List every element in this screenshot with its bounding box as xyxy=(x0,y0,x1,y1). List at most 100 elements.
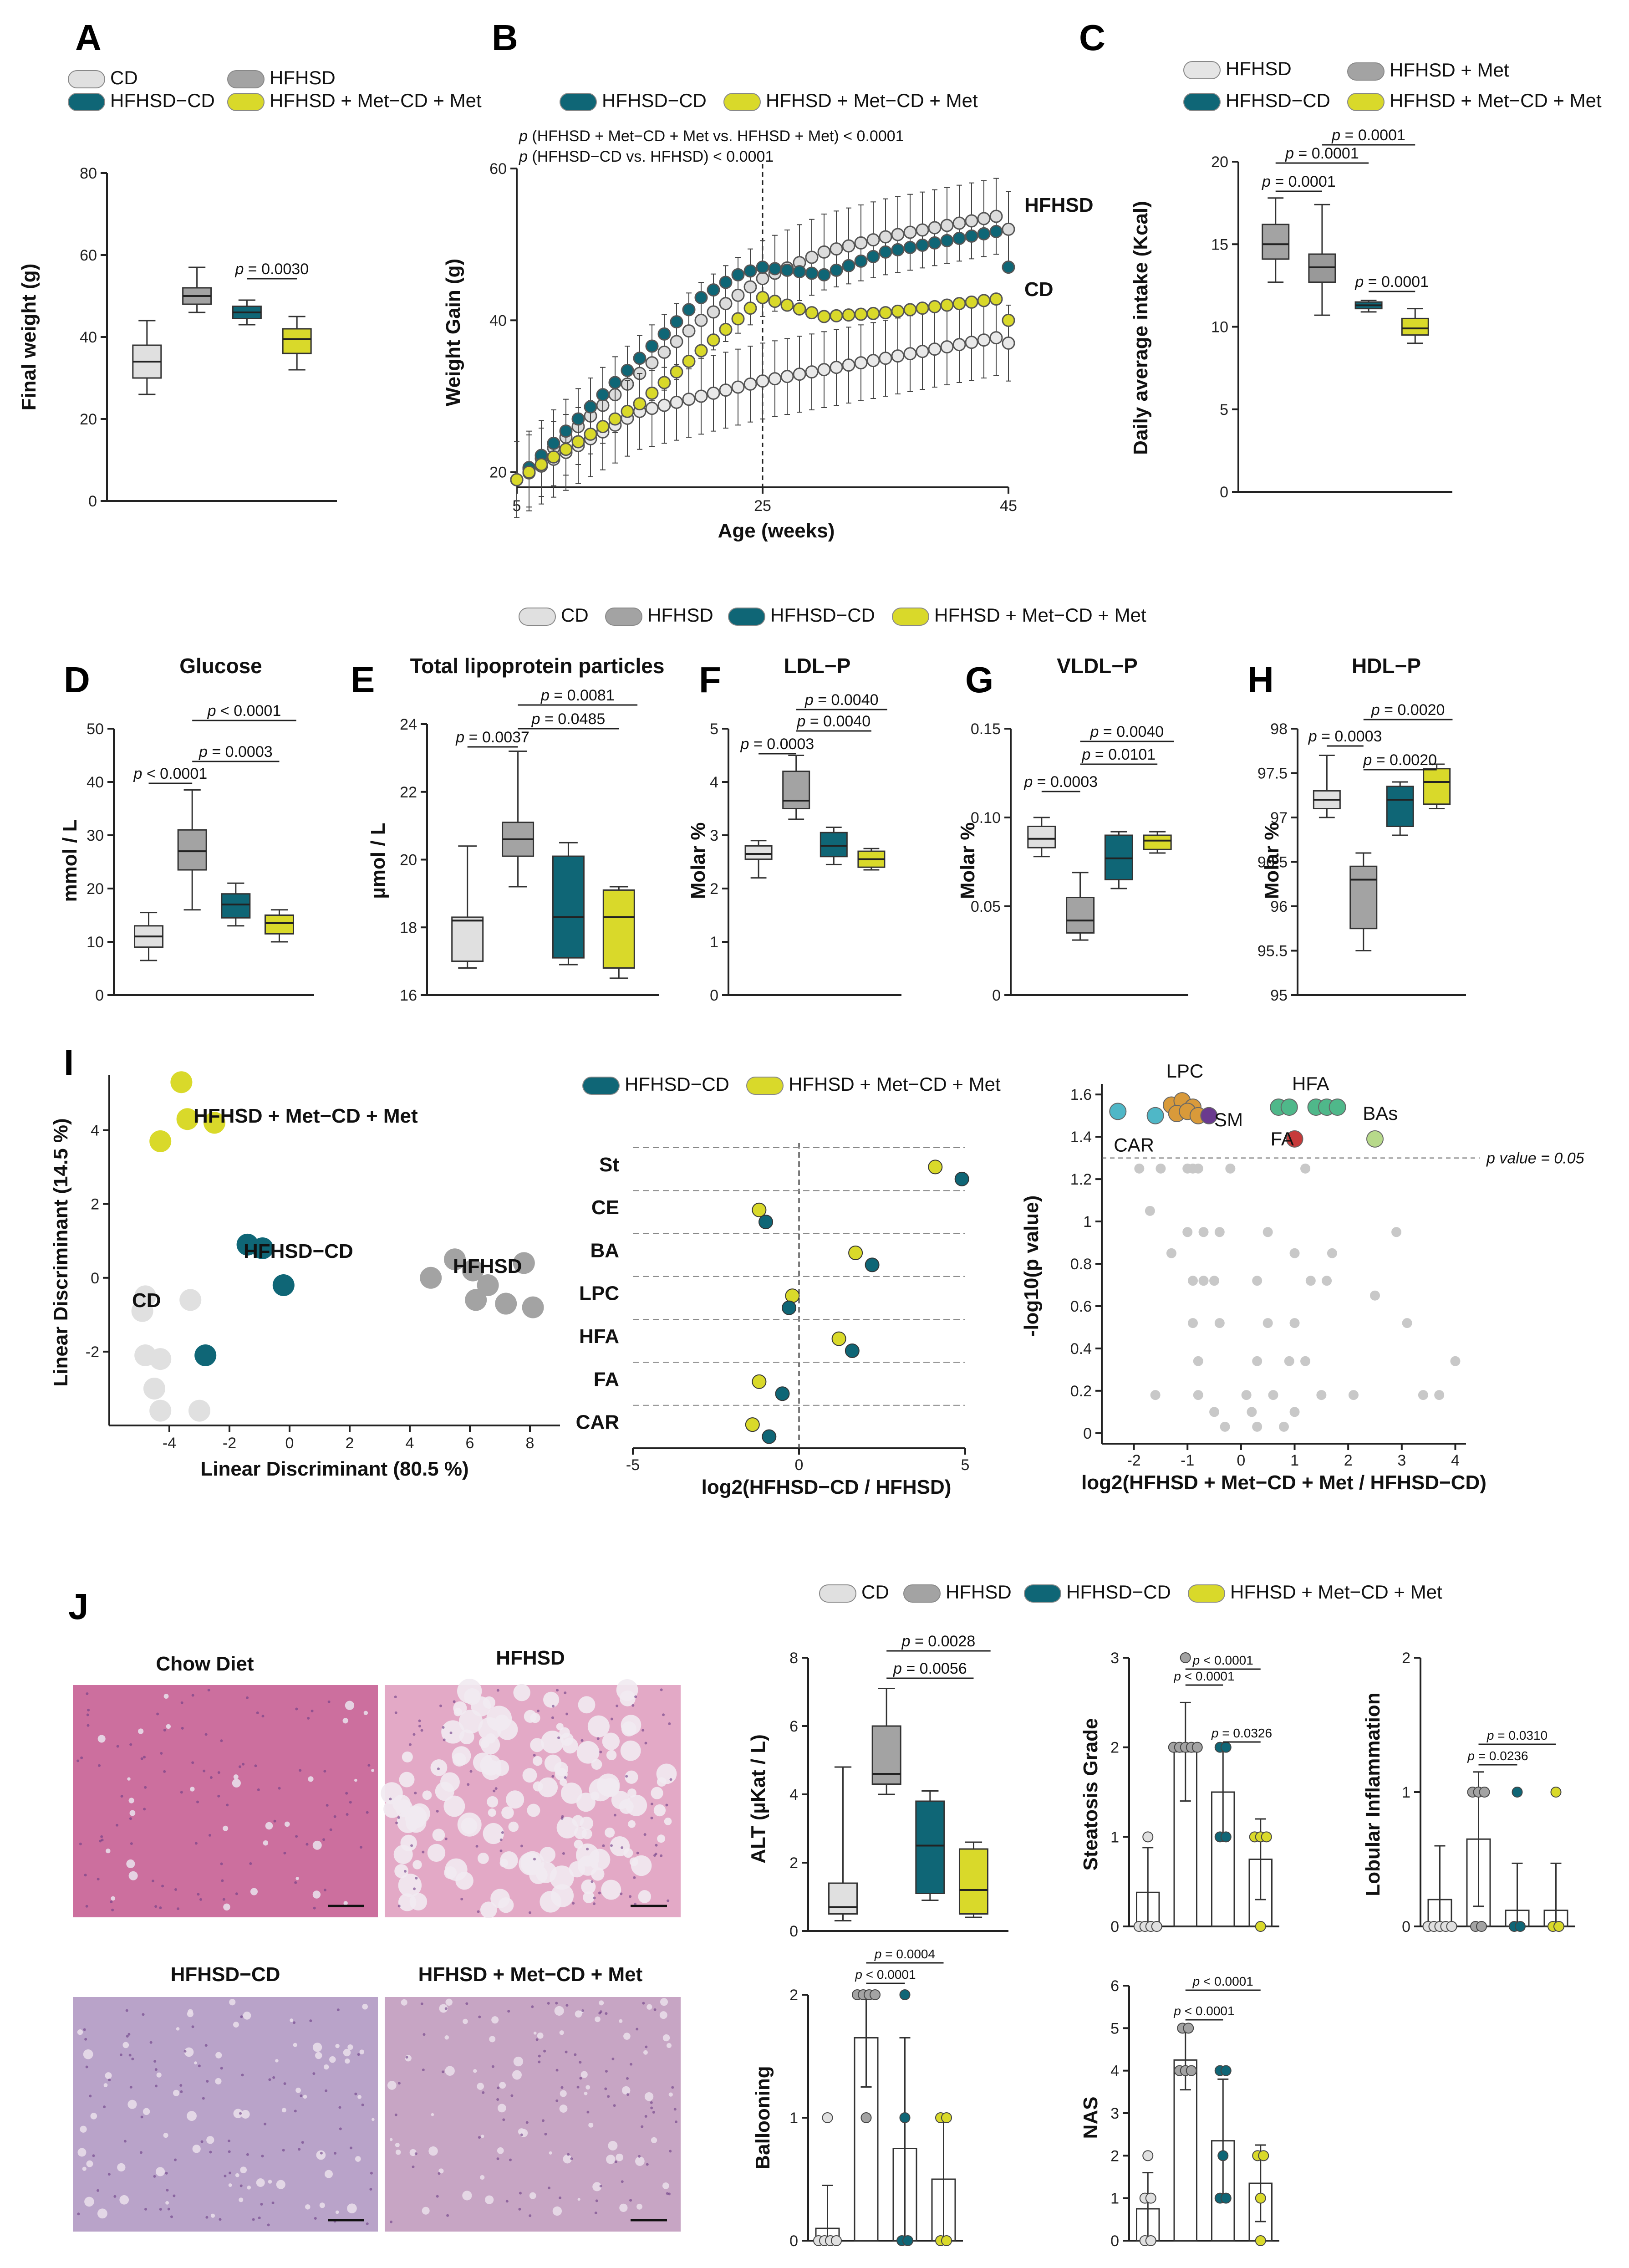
tissue-nucleus xyxy=(229,2171,232,2175)
tissue-nucleus xyxy=(156,1712,159,1716)
point-hfhsd-cd xyxy=(559,424,573,438)
point-hfhsd-met-cd-met xyxy=(866,306,880,320)
x-axis-title-I2: log2(HFHSD−CD / HFHSD) xyxy=(702,1476,952,1498)
lda-point-hfhsd xyxy=(495,1292,517,1315)
tissue-nucleus xyxy=(644,1742,647,1745)
x-tick-label: 6 xyxy=(466,1435,474,1452)
tissue-nucleus xyxy=(159,2208,162,2211)
score-dot xyxy=(902,2235,913,2246)
tissue-nucleus xyxy=(198,2064,201,2068)
tissue-vacuole xyxy=(606,1750,617,1760)
fold-change-dot xyxy=(759,1215,773,1230)
tissue-nucleus xyxy=(370,2171,373,2175)
point-cd xyxy=(977,333,991,347)
volcano-point-ns xyxy=(1193,1390,1203,1400)
tissue-nucleus xyxy=(282,2149,285,2152)
tissue-nucleus xyxy=(460,1897,463,1900)
x-tick-label: 4 xyxy=(406,1435,414,1452)
point-hfhsd-met-cd-met xyxy=(756,291,769,304)
tissue-vacuole xyxy=(527,1803,540,1817)
tissue-nucleus xyxy=(631,1704,635,1707)
volcano-point-ns xyxy=(1193,1356,1203,1366)
point-hfhsd-met-cd-met xyxy=(940,298,954,312)
tissue-vacuole xyxy=(275,2059,279,2063)
tissue-nucleus xyxy=(142,2013,145,2016)
tissue-nucleus xyxy=(154,2084,158,2088)
tissue-nucleus xyxy=(298,2148,301,2151)
tissue-nucleus xyxy=(629,2199,632,2202)
tissue-nucleus xyxy=(143,1756,146,1759)
tissue-vacuole xyxy=(457,1679,482,1704)
tissue-nucleus xyxy=(107,2173,111,2176)
tissue-nucleus xyxy=(329,1828,332,1831)
tissue-nucleus xyxy=(165,2171,168,2175)
tissue-nucleus xyxy=(444,2007,448,2010)
micrograph-label-3: HFHSD + Met−CD + Met xyxy=(418,1963,643,1986)
tissue-vacuole xyxy=(315,2052,322,2059)
y-tick-label: 0.15 xyxy=(971,720,1001,738)
volcano-point-ns xyxy=(1289,1318,1300,1328)
tissue-vacuole xyxy=(206,2136,214,2144)
tissue-nucleus xyxy=(493,1789,496,1793)
tissue-nucleus xyxy=(326,1804,329,1807)
tissue-vacuole xyxy=(560,1783,582,1804)
tissue-vacuole xyxy=(163,1694,169,1699)
micrograph-label-2: HFHSD−CD xyxy=(171,1963,280,1986)
lda-point-cd xyxy=(143,1377,165,1400)
box-hfhsd-met-cd-met xyxy=(958,1848,988,1915)
tissue-nucleus xyxy=(220,1862,223,1865)
tissue-vacuole xyxy=(432,1829,445,1842)
tissue-nucleus xyxy=(394,1696,397,1699)
box-cd xyxy=(1027,826,1056,848)
tissue-vacuole xyxy=(241,2110,250,2119)
y-tick-label: 3 xyxy=(1110,1650,1119,1667)
point-cd xyxy=(707,386,720,400)
tissue-vacuole xyxy=(540,1847,556,1863)
score-dot xyxy=(1180,1652,1191,1663)
tissue-nucleus xyxy=(129,1743,132,1746)
y-tick-label: 1 xyxy=(710,934,718,951)
tissue-nucleus xyxy=(92,2154,95,2157)
volcano-point-ns xyxy=(1214,1318,1225,1328)
volcano-point-ns xyxy=(1289,1248,1300,1258)
chart-title-G: VLDL−P xyxy=(1057,654,1138,678)
point-hfhsd-met-cd-met xyxy=(621,404,634,418)
tissue-nucleus xyxy=(283,1851,286,1854)
x-tick-label: 0 xyxy=(285,1435,294,1452)
tissue-nucleus xyxy=(497,2086,500,2089)
tissue-nucleus xyxy=(389,1798,392,1801)
tissue-nucleus xyxy=(547,2186,550,2190)
volcano-label-fa: FA xyxy=(1271,1128,1294,1149)
series-label-cd: CD xyxy=(1024,278,1054,301)
legend-A-swatch-0 xyxy=(68,70,105,88)
point-hfhsd xyxy=(694,313,708,327)
lda-point-hfhsd-cd xyxy=(194,1344,217,1366)
tissue-nucleus xyxy=(89,2094,92,2098)
tissue-nucleus xyxy=(666,2192,669,2195)
micrograph-label-0: Chow Diet xyxy=(156,1653,254,1675)
tissue-vacuole xyxy=(84,2196,94,2207)
tissue-nucleus xyxy=(413,1887,416,1890)
tissue-nucleus xyxy=(415,1877,418,1880)
tissue-vacuole xyxy=(111,1896,116,1901)
x-axis-title-I3: log2(HFHSD + Met−CD + Met / HFHSD−CD) xyxy=(1081,1471,1486,1494)
x-tick-label: -4 xyxy=(163,1435,176,1452)
tissue-nucleus xyxy=(559,2196,562,2200)
point-cd xyxy=(965,336,978,349)
tissue-nucleus xyxy=(572,1902,575,1905)
volcano-point-ns xyxy=(1434,1390,1445,1400)
volcano-point-ns xyxy=(1391,1227,1402,1237)
score-dot xyxy=(1255,1921,1266,1932)
y-tick-label: 0 xyxy=(1220,484,1228,501)
tissue-nucleus xyxy=(557,1736,560,1739)
point-hfhsd xyxy=(928,221,942,235)
p-value-H-0: p = 0.0003 xyxy=(1308,728,1382,745)
tissue-nucleus xyxy=(520,2133,523,2136)
tissue-nucleus xyxy=(616,1704,619,1707)
tissue-vacuole xyxy=(483,1823,504,1844)
tissue-nucleus xyxy=(439,1704,443,1707)
tissue-vacuole xyxy=(530,1738,545,1752)
tissue-nucleus xyxy=(320,2151,323,2155)
tissue-nucleus xyxy=(641,1729,645,1732)
